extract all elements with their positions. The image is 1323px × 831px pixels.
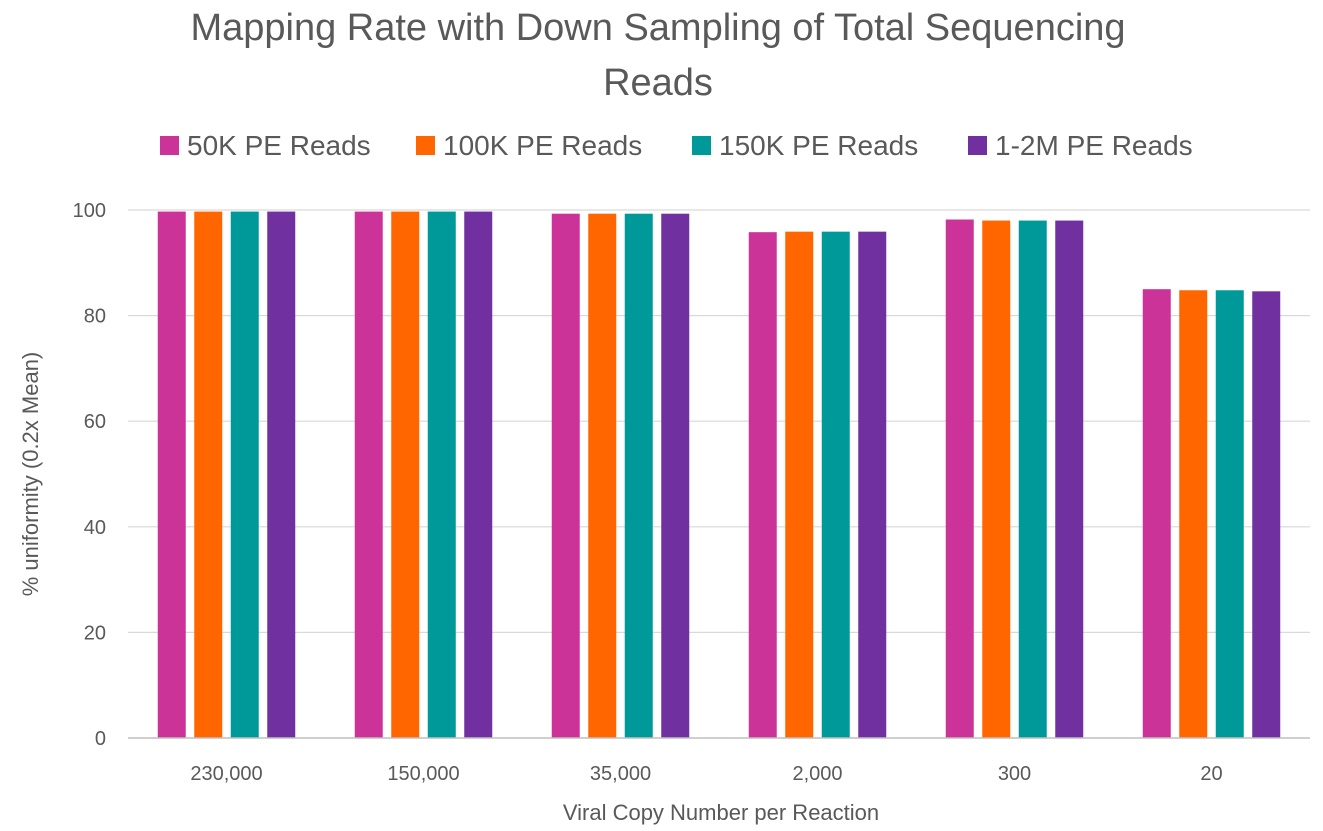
y-tick-label: 60 xyxy=(84,411,106,433)
bar xyxy=(748,232,777,738)
bar xyxy=(230,211,259,739)
legend-label: 50K PE Reads xyxy=(187,130,371,161)
bar xyxy=(1215,290,1244,738)
x-tick-label: 35,000 xyxy=(590,763,651,785)
bar xyxy=(821,231,850,738)
legend-label: 1-2M PE Reads xyxy=(995,130,1193,161)
bar xyxy=(982,220,1011,738)
bar xyxy=(858,231,887,738)
y-tick-label: 40 xyxy=(84,517,106,539)
y-axis-ticks: 0 20 40 60 80 100 xyxy=(73,200,106,750)
bar xyxy=(624,213,653,739)
legend-label: 150K PE Reads xyxy=(719,130,918,161)
x-tick-label: 300 xyxy=(998,763,1031,785)
chart-title-line-2: Reads xyxy=(603,62,713,104)
bar xyxy=(1142,289,1171,738)
x-tick-label: 230,000 xyxy=(190,763,262,785)
x-axis-title: Viral Copy Number per Reaction xyxy=(563,800,879,825)
chart-title-line-1: Mapping Rate with Down Sampling of Total… xyxy=(190,7,1125,49)
y-axis-title: % uniformity (0.2x Mean) xyxy=(18,352,43,597)
bar xyxy=(1018,220,1047,738)
y-tick-label: 20 xyxy=(84,622,106,644)
bar xyxy=(1055,220,1084,738)
bars xyxy=(157,211,1281,739)
legend-swatch xyxy=(160,136,179,155)
x-tick-label: 20 xyxy=(1200,763,1222,785)
bar xyxy=(354,211,383,739)
legend-swatch xyxy=(968,136,987,155)
y-tick-label: 80 xyxy=(84,306,106,328)
bar xyxy=(391,211,420,739)
legend-swatch xyxy=(416,136,435,155)
y-tick-label: 100 xyxy=(73,200,106,222)
bar xyxy=(157,211,186,739)
bar xyxy=(267,211,296,739)
bar xyxy=(194,211,223,739)
legend: 50K PE Reads 100K PE Reads 150K PE Reads 1-… xyxy=(160,130,1193,161)
bar xyxy=(661,213,690,739)
bar xyxy=(464,211,493,739)
bar xyxy=(427,211,456,739)
bar xyxy=(785,231,814,738)
gridlines xyxy=(128,209,1310,634)
legend-label: 100K PE Reads xyxy=(443,130,642,161)
bar xyxy=(551,213,580,739)
y-tick-label: 0 xyxy=(95,728,106,750)
x-tick-label: 150,000 xyxy=(387,763,459,785)
legend-swatch xyxy=(692,136,711,155)
bar xyxy=(945,219,974,738)
bar xyxy=(1252,291,1281,738)
x-axis-ticks: 230,000 150,000 35,000 2,000 300 20 xyxy=(190,763,1222,785)
bar xyxy=(588,213,617,739)
x-tick-label: 2,000 xyxy=(792,763,842,785)
bar xyxy=(1179,290,1208,738)
